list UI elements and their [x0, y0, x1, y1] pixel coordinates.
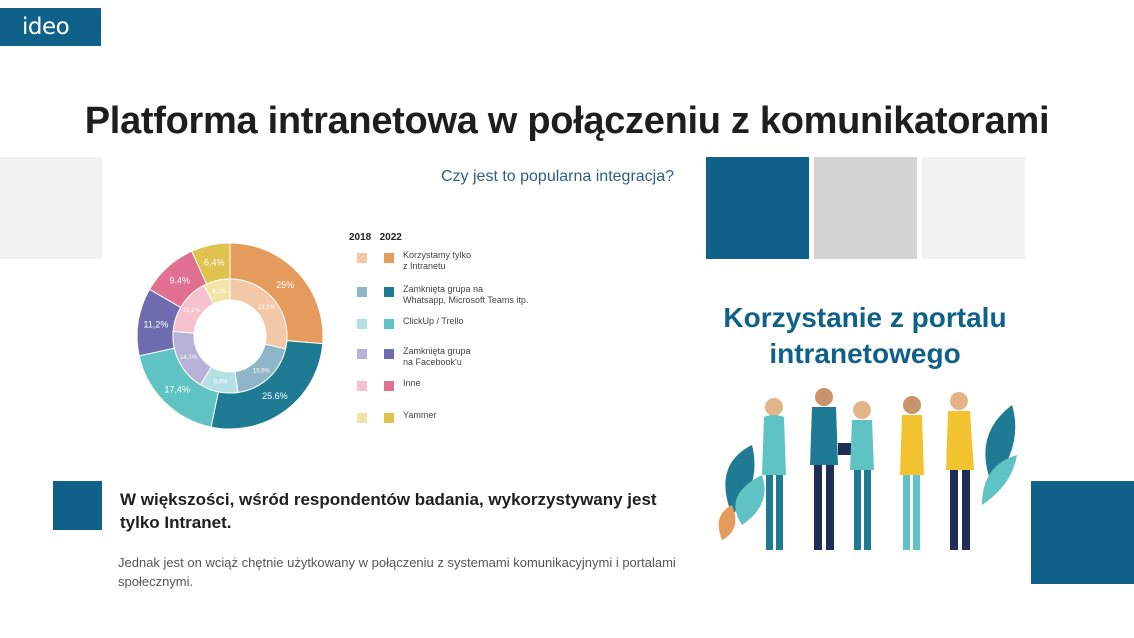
legend-label: Zamknięta grupa na Facebook'u [403, 346, 471, 367]
donut-label-2022: 25.6% [262, 391, 288, 401]
decor-blue-square [706, 157, 809, 259]
legend-swatch-2018 [357, 381, 367, 391]
decor-light-square [922, 157, 1025, 259]
page-title: Platforma intranetowa w połączeniu z kom… [84, 100, 1050, 142]
donut-label-2022: 9.4% [169, 275, 190, 285]
legend-header: 2018 2022 [349, 232, 402, 243]
subtitle: Czy jest to popularna integracja? [441, 168, 675, 185]
legend-label: ClickUp / Trello [403, 316, 464, 326]
legend-swatch-2018 [357, 319, 367, 329]
legend-label: Zamknięta grupa na Whatsapp, Microsoft T… [403, 284, 529, 305]
illustration-title: Korzystanie z portalu intranetowego [723, 302, 1007, 369]
legend-swatch-2022 [384, 349, 394, 359]
summary-text: Jednak jest on wciąż chętnie użytkowany … [118, 555, 676, 589]
legend-swatch-2018 [357, 413, 367, 423]
donut-label-2018: 23,2% [258, 305, 276, 311]
decor-gray-left [0, 157, 102, 259]
donut-label-2018: 8,8% [214, 380, 228, 386]
summary-heading: W większości, wśród respondentów badania… [120, 490, 657, 532]
donut-chart: 25% 25.6% 17,4% 11,2% 9.4% 6,4% 23,2% 15,5% 8,8%… [136, 242, 324, 430]
donut-label-2018: 15,5% [253, 368, 271, 374]
donut-slice-2018 [203, 278, 231, 305]
people-illustration [718, 388, 1017, 550]
legend-swatch-2022 [384, 253, 394, 263]
legend-year-2022: 2022 [379, 232, 402, 243]
legend-label: Korzystamy tylko z Intranetu [403, 250, 472, 271]
decor-blue-square-bottom-left [53, 481, 102, 530]
donut-label-2022: 6,4% [204, 258, 225, 268]
legend-swatch-2022 [384, 319, 394, 329]
decor-gray-square [814, 157, 917, 259]
decor-blue-square-bottom-right [1031, 481, 1134, 584]
legend-swatch-2022 [384, 413, 394, 423]
legend-label: Inne [403, 378, 421, 388]
donut-label-2022: 17,4% [164, 384, 190, 394]
legend-label: Yammer [403, 410, 437, 420]
legend-year-2018: 2018 [349, 232, 372, 243]
donut-label-2022: 11,2% [143, 319, 168, 329]
legend-swatch-2018 [357, 287, 367, 297]
ideo-logo: ideo [0, 8, 101, 46]
legend-swatch-2018 [357, 253, 367, 263]
donut-label-2022: 25% [276, 280, 294, 290]
legend-swatch-2022 [384, 381, 394, 391]
legend-swatch-2022 [384, 287, 394, 297]
legend-swatch-2018 [357, 349, 367, 359]
donut-label-2018: 13,1% [183, 308, 201, 314]
donut-label-2018: 6,1% [212, 289, 226, 295]
donut-label-2018: 14,3% [180, 355, 198, 361]
